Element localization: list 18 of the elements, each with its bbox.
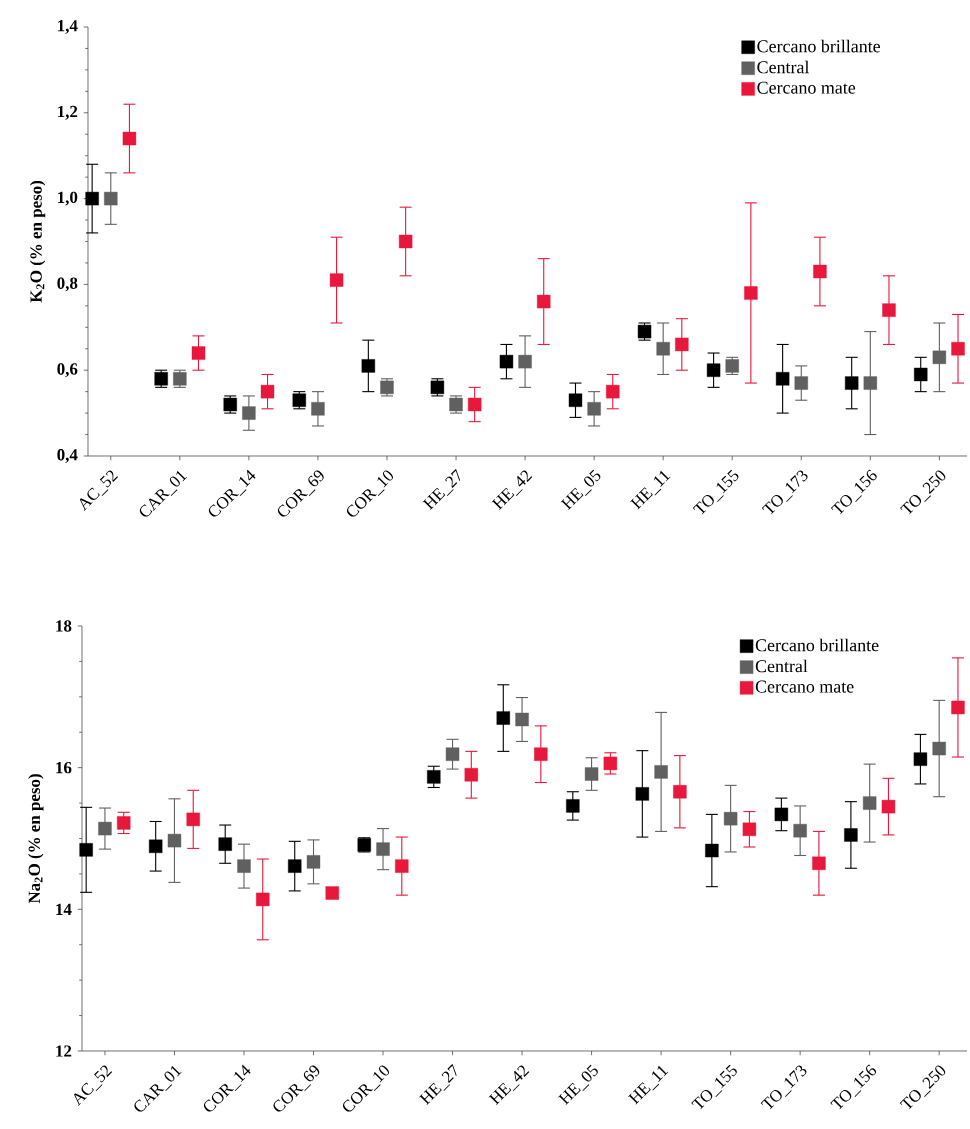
y-axis-title: K$_{2}$O (% en peso) (30, 180, 46, 303)
y-tick-label: 0,8 (57, 277, 78, 292)
y-tick-label: 16 (56, 761, 72, 774)
y-tick-label: 12 (56, 1045, 72, 1057)
y-tick-label: 0,6 (57, 363, 78, 378)
legend-label: Cercano brillante (757, 39, 881, 53)
y-tick-label: 18 (56, 620, 72, 632)
legend-label: Central (757, 60, 810, 74)
legend-label: Cercano mate (757, 81, 856, 94)
y-tick-label: 1,2 (58, 105, 78, 120)
y-tick-label: 1,4 (58, 20, 78, 34)
y-tick-label: 1,0 (58, 191, 78, 206)
y-tick-label: 0,4 (57, 449, 78, 463)
legend-label: Cercano brillante (755, 638, 879, 652)
legend-label: Central (755, 659, 808, 673)
y-axis-title: Na$_{2}$O (% en peso) (28, 774, 44, 904)
y-tick-label: 14 (56, 903, 72, 915)
legend-label: Cercano mate (755, 680, 854, 693)
